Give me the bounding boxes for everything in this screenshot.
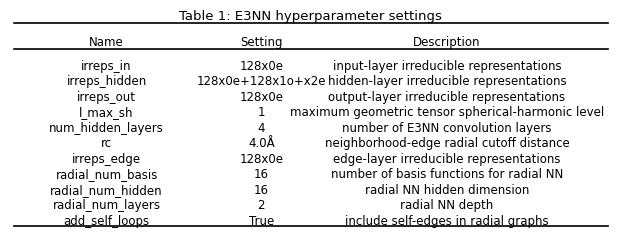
Text: edge-layer irreducible representations: edge-layer irreducible representations [333, 153, 561, 166]
Text: output-layer irreducible representations: output-layer irreducible representations [328, 91, 566, 104]
Text: irreps_out: irreps_out [77, 91, 136, 104]
Text: radial_num_basis: radial_num_basis [56, 168, 158, 181]
Text: 128x0e: 128x0e [239, 60, 284, 73]
Text: radial_num_layers: radial_num_layers [52, 199, 161, 212]
Text: hidden-layer irreducible representations: hidden-layer irreducible representations [328, 75, 566, 88]
Text: irreps_edge: irreps_edge [72, 153, 141, 166]
Text: radial_num_hidden: radial_num_hidden [51, 184, 163, 197]
Text: input-layer irreducible representations: input-layer irreducible representations [333, 60, 561, 73]
Text: 16: 16 [254, 184, 269, 197]
Text: 4.0Å: 4.0Å [248, 137, 275, 150]
Text: maximum geometric tensor spherical-harmonic level: maximum geometric tensor spherical-harmo… [290, 106, 604, 119]
Text: 128x0e: 128x0e [239, 153, 284, 166]
Text: add_self_loops: add_self_loops [63, 214, 150, 228]
Text: 4: 4 [258, 122, 265, 135]
Text: Name: Name [89, 36, 124, 49]
Text: rc: rc [101, 137, 112, 150]
Text: Table 1: E3NN hyperparameter settings: Table 1: E3NN hyperparameter settings [179, 10, 442, 23]
Text: radial NN hidden dimension: radial NN hidden dimension [365, 184, 529, 197]
Text: l_max_sh: l_max_sh [79, 106, 134, 119]
Text: 2: 2 [258, 199, 265, 212]
Text: Setting: Setting [240, 36, 283, 49]
Text: num_hidden_layers: num_hidden_layers [49, 122, 164, 135]
Text: True: True [249, 214, 274, 228]
Text: number of basis functions for radial NN: number of basis functions for radial NN [331, 168, 563, 181]
Text: include self-edges in radial graphs: include self-edges in radial graphs [345, 214, 549, 228]
Text: 128x0e: 128x0e [239, 91, 284, 104]
Text: 128x0e+128x1o+x2e: 128x0e+128x1o+x2e [196, 75, 326, 88]
Text: 16: 16 [254, 168, 269, 181]
Text: 1: 1 [258, 106, 265, 119]
Text: neighborhood-edge radial cutoff distance: neighborhood-edge radial cutoff distance [324, 137, 570, 150]
Text: irreps_in: irreps_in [81, 60, 132, 73]
Text: radial NN depth: radial NN depth [401, 199, 493, 212]
Text: Description: Description [413, 36, 481, 49]
Text: irreps_hidden: irreps_hidden [67, 75, 147, 88]
Text: number of E3NN convolution layers: number of E3NN convolution layers [342, 122, 552, 135]
